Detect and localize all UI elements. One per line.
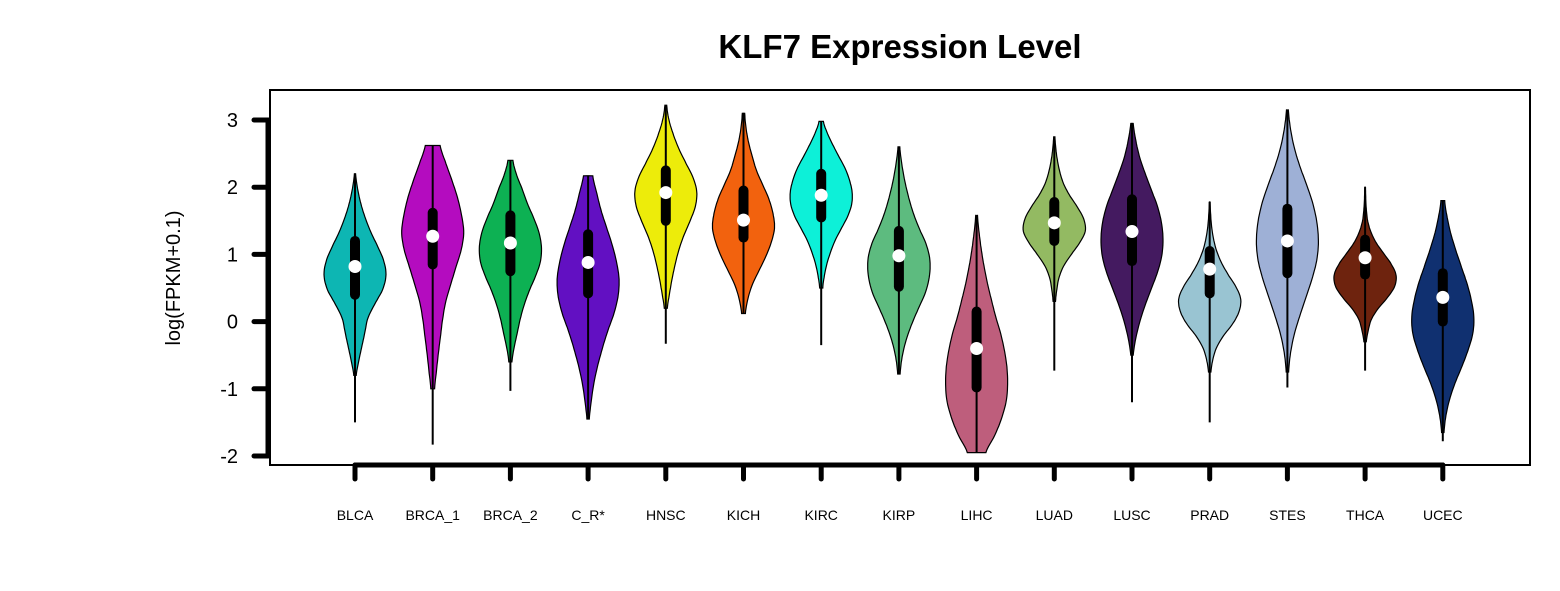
median-point <box>348 259 362 273</box>
y-tick-label: 3 <box>227 110 238 132</box>
x-tick-label: HNSC <box>646 507 686 523</box>
violin-thca <box>1333 186 1397 371</box>
violin-brca-1 <box>401 144 465 445</box>
x-tick-label: KICH <box>727 507 760 523</box>
chart-title: KLF7 Expression Level <box>718 28 1081 65</box>
median-point <box>1436 290 1450 304</box>
median-point <box>503 236 517 250</box>
violin-luad <box>1022 136 1087 371</box>
y-tick-label: 1 <box>227 244 238 266</box>
median-point <box>1047 216 1061 230</box>
x-tick-label: KIRP <box>883 507 916 523</box>
violin-ucec <box>1411 199 1475 442</box>
median-point <box>970 341 984 355</box>
x-tick-label: BRCA_1 <box>405 507 460 523</box>
violin-kirc <box>789 120 853 346</box>
violin-blca <box>323 173 387 423</box>
x-tick-label: THCA <box>1346 507 1385 523</box>
violin-brca-2 <box>478 159 543 391</box>
violin-stes <box>1255 109 1319 388</box>
violins <box>323 104 1475 454</box>
median-point <box>1203 262 1217 276</box>
x-tick-label: C_R* <box>571 507 605 523</box>
x-tick-label: STES <box>1269 507 1306 523</box>
x-tick-label: LUSC <box>1113 507 1150 523</box>
median-point <box>814 188 828 202</box>
median-point <box>426 229 440 243</box>
y-tick-label: 2 <box>227 177 238 199</box>
median-point <box>1358 251 1372 265</box>
x-tick-label: UCEC <box>1423 507 1463 523</box>
x-tick-label: LIHC <box>961 507 993 523</box>
violin-prad <box>1177 201 1242 423</box>
violin-lusc <box>1100 122 1164 403</box>
y-axis: 3 2 1 0 -1 -2 <box>220 110 271 468</box>
median-point <box>581 255 595 269</box>
x-tick-label: LUAD <box>1036 507 1073 523</box>
median-point <box>737 213 750 227</box>
violin-kirp <box>867 146 931 375</box>
median-point <box>1125 225 1139 239</box>
y-tick-label: 0 <box>227 312 238 334</box>
median-point <box>1280 234 1294 248</box>
violin-c-r- <box>556 175 620 420</box>
y-tick-label: -2 <box>220 446 238 468</box>
x-tick-label: BRCA_2 <box>483 507 538 523</box>
x-tick-label: KIRC <box>804 507 837 523</box>
y-axis-label: log(FPKM+0.1) <box>163 210 185 345</box>
x-tick-label: BLCA <box>337 507 374 523</box>
median-point <box>892 249 906 263</box>
y-tick-label: -1 <box>220 379 238 401</box>
median-point <box>659 186 673 200</box>
x-tick-label: PRAD <box>1190 507 1229 523</box>
violin-hnsc <box>634 104 698 344</box>
violin-kich <box>711 112 776 315</box>
x-axis: BLCA BRCA_1 BRCA_2 C_R* HNSC KICH KIRC KIRP LIHC… <box>337 462 1463 523</box>
violin-lihc <box>945 214 1009 454</box>
